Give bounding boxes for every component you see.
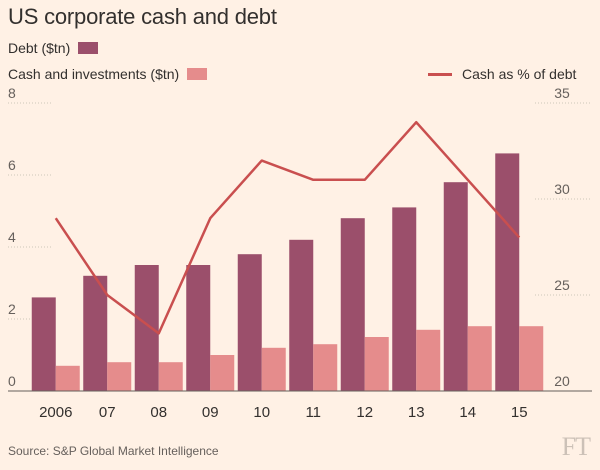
cash-bar: [416, 329, 441, 391]
debt-bar: [83, 275, 108, 391]
legend-debt: Debt ($tn): [8, 40, 99, 56]
legend-cash: Cash and investments ($tn): [8, 66, 208, 82]
debt-bar: [289, 239, 314, 391]
legend-pct: Cash as % of debt: [428, 66, 576, 82]
debt-bar: [237, 254, 262, 391]
cash-bar: [107, 362, 132, 391]
x-axis-tick-label: 12: [356, 404, 373, 421]
x-axis-tick-label: 08: [150, 404, 167, 421]
debt-bar: [186, 265, 211, 391]
debt-bar: [495, 153, 520, 391]
cash-pct-line: [54, 120, 521, 335]
x-axis-tick-label: 10: [253, 404, 270, 421]
cash-bar: [261, 347, 286, 391]
right-axis-tick-label: 30: [554, 181, 570, 197]
cash-bar: [210, 355, 235, 391]
x-axis-tick-label: 15: [511, 404, 528, 421]
cash-bar: [158, 362, 183, 391]
left-axis-tick-label: 8: [8, 85, 16, 101]
left-axis-tick-label: 2: [8, 301, 16, 317]
x-axis-tick-label: 14: [459, 404, 476, 421]
cash-bar: [519, 326, 544, 391]
x-axis-tick-label: 13: [408, 404, 425, 421]
right-axis-tick-label: 25: [554, 277, 570, 293]
debt-bar: [134, 265, 159, 391]
legend-debt-label: Debt ($tn): [8, 40, 71, 56]
x-axis-tick-label: 2006: [39, 404, 72, 421]
debt-bar: [443, 182, 468, 391]
debt-bar: [340, 218, 365, 391]
legend-pct-label: Cash as % of debt: [462, 66, 577, 82]
x-axis-tick-label: 11: [305, 404, 321, 421]
cash-bar: [364, 337, 389, 391]
x-axis-tick-label: 09: [202, 404, 219, 421]
left-axis-tick-label: 4: [8, 229, 16, 245]
right-axis-tick-label: 35: [554, 85, 570, 101]
legend-pct-swatch: [428, 72, 452, 76]
ft-logo: FT: [561, 432, 591, 461]
left-axis-tick-label: 6: [8, 157, 16, 173]
debt-bar: [392, 207, 417, 391]
cash-bar: [313, 344, 338, 391]
legend-cash-label: Cash and investments ($tn): [8, 66, 180, 82]
chart-title: US corporate cash and debt: [8, 4, 277, 29]
debt-bar: [31, 297, 56, 391]
cash-bar: [55, 365, 80, 391]
x-axis-tick-label: 07: [99, 404, 116, 421]
source-note: Source: S&P Global Market Intelligence: [8, 444, 219, 458]
cash-bar: [467, 326, 492, 391]
legend-debt-swatch: [78, 42, 99, 54]
legend-cash-swatch: [187, 68, 208, 80]
right-axis-tick-label: 20: [554, 373, 570, 389]
left-axis-tick-label: 0: [8, 373, 16, 389]
